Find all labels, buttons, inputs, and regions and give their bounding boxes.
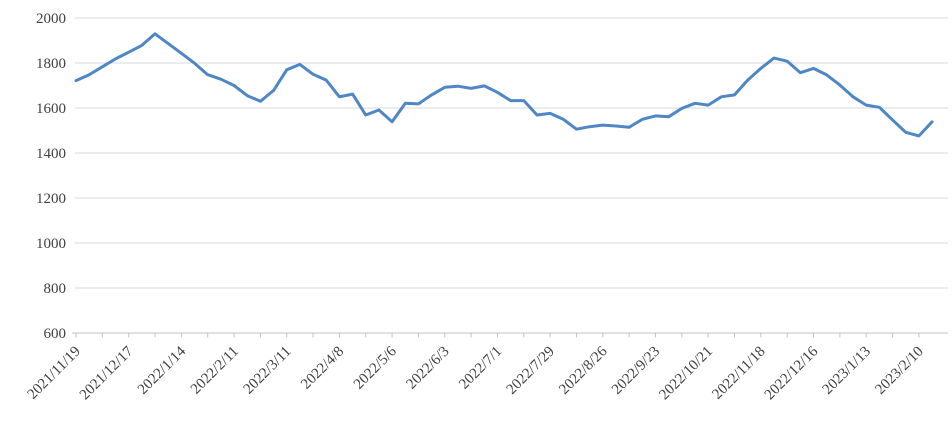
y-tick-label: 800 xyxy=(44,281,67,297)
y-tick-label: 1800 xyxy=(36,56,66,72)
y-tick-label: 1200 xyxy=(36,191,66,207)
y-tick-label: 1000 xyxy=(36,236,66,252)
y-axis-labels: 600 800 1000 1200 1400 1600 1800 2000 xyxy=(36,11,66,342)
y-tick-label: 2000 xyxy=(36,11,66,27)
y-tick-label: 1600 xyxy=(36,101,66,117)
y-tick-label: 600 xyxy=(44,326,67,342)
y-tick-label: 1400 xyxy=(36,146,66,162)
gridlines xyxy=(75,17,948,289)
x-axis-ticks xyxy=(75,333,920,338)
series-line xyxy=(74,32,934,138)
